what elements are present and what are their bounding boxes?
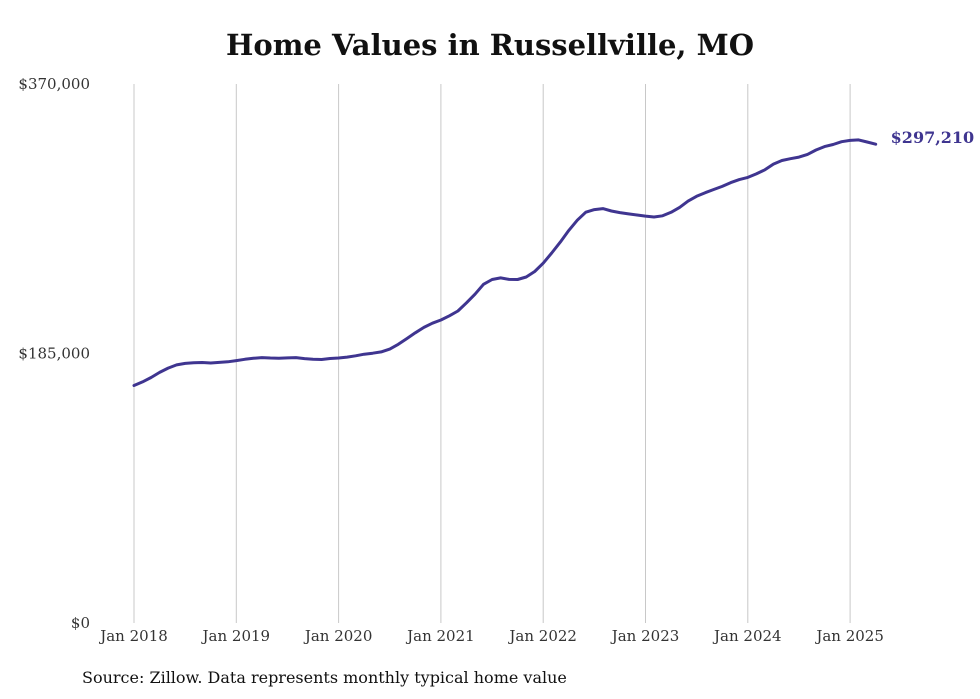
x-axis-ticks: Jan 2018 Jan 2019 Jan 2020 Jan 2021 Jan 2022… xyxy=(98,627,884,645)
end-value-label: $297,210 xyxy=(891,128,975,147)
y-tick-label: $0 xyxy=(71,614,90,632)
y-tick-label: $185,000 xyxy=(18,345,90,363)
grid-lines xyxy=(133,84,851,623)
x-tick-label: Jan 2023 xyxy=(610,627,680,645)
y-axis-ticks: $0 $185,000 $370,000 xyxy=(18,75,90,632)
x-tick-label: Jan 2020 xyxy=(303,627,373,645)
x-tick-label: Jan 2022 xyxy=(507,627,577,645)
chart-title: Home Values in Russellville, MO xyxy=(225,28,754,62)
source-note: Source: Zillow. Data represents monthly … xyxy=(82,668,567,687)
x-tick-label: Jan 2018 xyxy=(98,627,168,645)
x-tick-label: Jan 2021 xyxy=(405,627,475,645)
y-tick-label: $370,000 xyxy=(18,75,90,93)
series-line xyxy=(132,138,878,387)
x-tick-label: Jan 2025 xyxy=(814,627,884,645)
x-tick-label: Jan 2019 xyxy=(201,627,271,645)
x-tick-label: Jan 2024 xyxy=(712,627,782,645)
